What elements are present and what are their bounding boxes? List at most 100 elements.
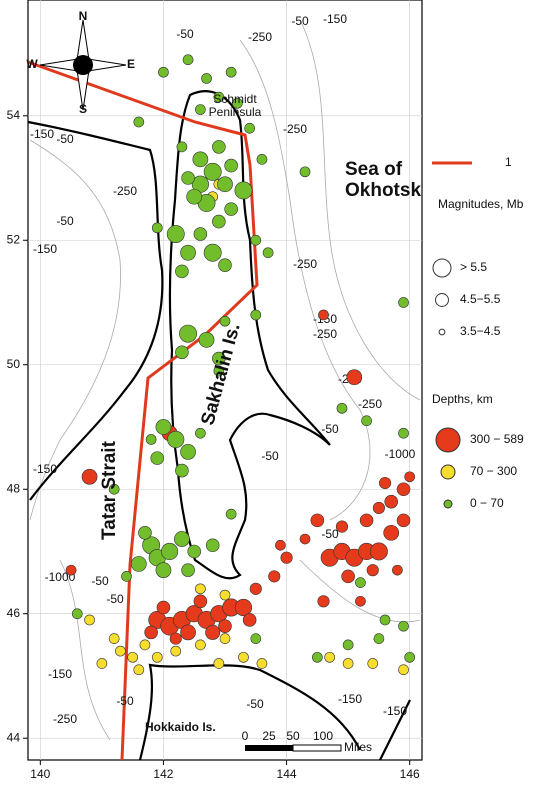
event [244, 122, 255, 134]
event [133, 116, 145, 128]
event [138, 526, 152, 540]
contour-label: -250 [313, 327, 337, 341]
event [324, 651, 335, 663]
legend-title: Magnitudes, Mb [438, 197, 524, 211]
event [249, 582, 262, 595]
event [205, 624, 221, 640]
scale-label: 25 [262, 729, 276, 743]
legend-label: 70 − 300 [470, 464, 517, 478]
event [182, 54, 194, 66]
compass-w: W [26, 57, 38, 71]
event [195, 427, 206, 439]
event [361, 415, 372, 427]
event [133, 664, 145, 676]
event [318, 309, 329, 321]
event [217, 176, 233, 193]
event [96, 658, 108, 669]
event [299, 166, 311, 178]
event [175, 463, 189, 478]
scale-segment [292, 744, 342, 752]
event [392, 564, 403, 576]
compass-center [73, 55, 93, 75]
legend-size [432, 258, 452, 278]
isobath [59, 559, 111, 741]
event [176, 141, 188, 153]
event [336, 402, 348, 414]
contour-label: -50 [176, 27, 194, 41]
event [212, 351, 226, 366]
event [151, 651, 163, 663]
event [139, 639, 151, 651]
legend-title: Depths, km [432, 392, 493, 406]
event [169, 632, 182, 645]
contour-label: -50 [91, 574, 109, 588]
graticule [28, 0, 422, 760]
event [256, 658, 268, 669]
event [167, 430, 185, 449]
event [193, 227, 208, 241]
contour-label: -250 [113, 184, 137, 198]
event [218, 258, 232, 272]
event [181, 171, 195, 185]
event [187, 544, 201, 559]
event [268, 570, 281, 583]
contour-label: -250 [358, 397, 382, 411]
event [155, 419, 172, 435]
contour-label: -250 [53, 712, 77, 726]
event [250, 309, 262, 321]
contour-label: -50 [291, 14, 309, 28]
contour-label: -150 [30, 127, 54, 141]
event [180, 624, 196, 641]
scale-unit: Miles [344, 740, 372, 754]
event [161, 542, 179, 561]
contour-label: -150 [338, 692, 362, 706]
coastline [27, 120, 164, 501]
y-tick-label: 44 [7, 730, 21, 744]
event [262, 247, 274, 259]
event [71, 608, 83, 620]
event [193, 594, 208, 609]
event [108, 483, 120, 495]
event [355, 577, 366, 588]
event [127, 651, 138, 663]
sea-label: Sea of Okhotsk [345, 159, 421, 201]
compass-e: E [127, 57, 135, 71]
event [195, 583, 206, 595]
event [366, 564, 379, 577]
event [342, 639, 354, 651]
event [179, 324, 198, 343]
isobath [29, 139, 121, 521]
isobath [299, 19, 421, 401]
event [367, 658, 379, 669]
compass-n: N [79, 9, 88, 23]
event [373, 633, 385, 644]
legend-swatch [435, 427, 461, 453]
event [203, 243, 222, 262]
legend-label: 4.5−5.5 [460, 292, 501, 306]
event [404, 651, 416, 663]
event [180, 444, 196, 460]
event [234, 598, 253, 617]
event [250, 633, 262, 644]
y-tick-label: 52 [7, 232, 21, 246]
event [175, 345, 189, 360]
event [218, 619, 232, 633]
event [158, 66, 169, 78]
event [108, 633, 120, 644]
event [342, 658, 354, 669]
contour-label: -50 [261, 449, 279, 463]
event [404, 471, 416, 483]
event [398, 620, 409, 632]
event [155, 562, 172, 579]
event [372, 501, 385, 514]
event [201, 73, 212, 84]
event [312, 651, 323, 663]
event [379, 476, 392, 490]
x-tick-label: 146 [400, 767, 420, 781]
event [84, 614, 95, 626]
contour-label: -50 [106, 592, 124, 606]
event [396, 482, 411, 497]
event [335, 520, 349, 533]
event [398, 297, 409, 308]
